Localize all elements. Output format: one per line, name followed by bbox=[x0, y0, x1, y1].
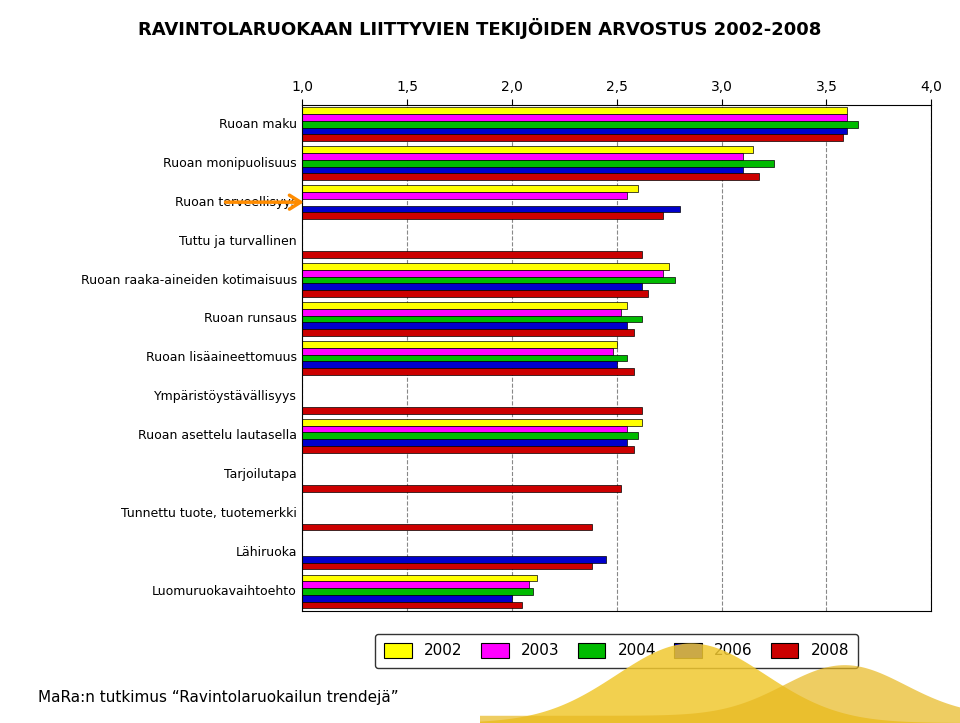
Bar bbox=[302, 153, 743, 160]
Legend: 2002, 2003, 2004, 2006, 2008: 2002, 2003, 2004, 2006, 2008 bbox=[375, 634, 858, 667]
Bar bbox=[302, 419, 642, 426]
Bar bbox=[302, 354, 627, 362]
Bar bbox=[302, 277, 676, 283]
Bar bbox=[302, 368, 634, 375]
Text: RAVINTOLARUOKAAN LIITTYVIEN TEKIJÖIDEN ARVOSTUS 2002-2008: RAVINTOLARUOKAAN LIITTYVIEN TEKIJÖIDEN A… bbox=[138, 18, 822, 39]
Bar bbox=[302, 523, 591, 531]
Bar bbox=[302, 362, 616, 368]
Bar bbox=[302, 108, 848, 114]
Bar bbox=[302, 575, 538, 581]
Bar bbox=[302, 446, 634, 453]
Bar bbox=[302, 439, 627, 446]
Bar bbox=[302, 315, 642, 322]
Bar bbox=[302, 595, 512, 602]
Bar bbox=[302, 121, 858, 128]
Bar bbox=[302, 251, 642, 258]
Text: MaRa:n tutkimus “Ravintolaruokailun trendejä”: MaRa:n tutkimus “Ravintolaruokailun tren… bbox=[38, 690, 399, 705]
Bar bbox=[302, 270, 663, 277]
Bar bbox=[302, 185, 637, 192]
Bar bbox=[302, 341, 616, 348]
Bar bbox=[302, 407, 642, 414]
Bar bbox=[302, 302, 627, 309]
Bar bbox=[302, 192, 627, 199]
Bar bbox=[302, 588, 533, 595]
Bar bbox=[302, 213, 663, 219]
Bar bbox=[302, 309, 621, 315]
Bar bbox=[302, 174, 759, 180]
Bar bbox=[302, 146, 753, 153]
Bar bbox=[302, 290, 648, 297]
Bar bbox=[302, 128, 848, 134]
Bar bbox=[302, 556, 607, 562]
Bar bbox=[302, 166, 743, 174]
Bar bbox=[302, 160, 774, 166]
Bar bbox=[302, 485, 621, 492]
Bar bbox=[302, 348, 612, 354]
Bar bbox=[302, 134, 843, 141]
Bar bbox=[302, 263, 669, 270]
Bar bbox=[302, 329, 634, 335]
Bar bbox=[302, 283, 642, 290]
Bar bbox=[302, 562, 591, 570]
Bar bbox=[302, 432, 637, 439]
Bar bbox=[302, 581, 529, 588]
Bar bbox=[302, 114, 848, 121]
Bar bbox=[302, 322, 627, 329]
Bar bbox=[302, 602, 522, 608]
Bar bbox=[302, 426, 627, 432]
Bar bbox=[302, 205, 680, 213]
